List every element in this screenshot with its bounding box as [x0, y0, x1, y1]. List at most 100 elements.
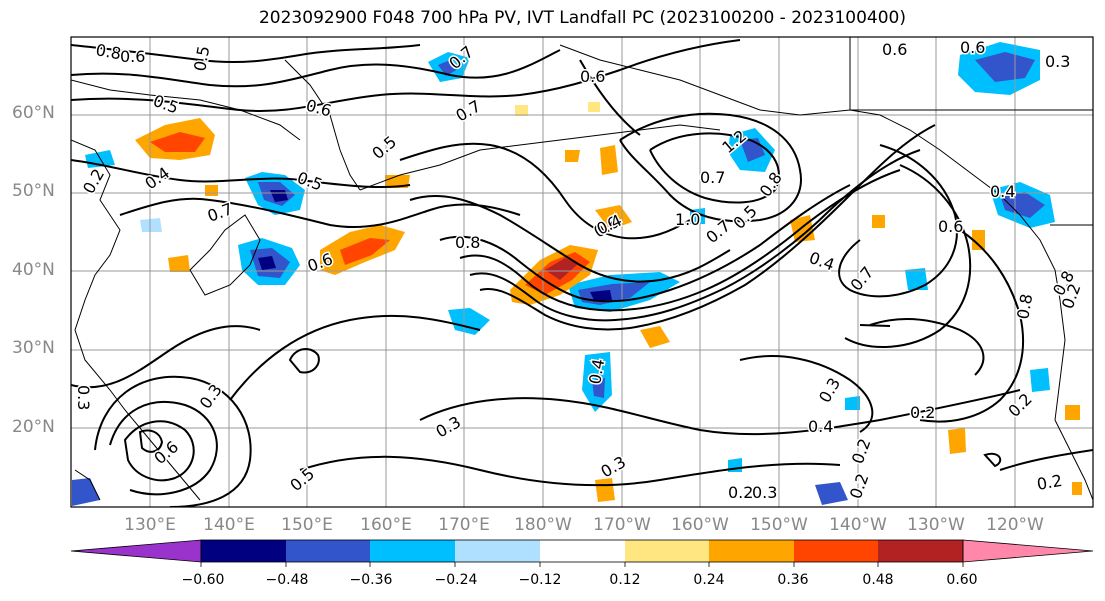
contour-label: 0.6	[882, 40, 907, 59]
contour-label: 0.2	[910, 403, 935, 422]
contour-line	[479, 124, 936, 331]
contour-line	[469, 149, 921, 322]
contour-line	[71, 39, 741, 112]
contour-line	[919, 229, 1024, 423]
contour-label: 0.3	[196, 381, 226, 413]
contour-line	[409, 194, 731, 283]
map-plot-area	[71, 37, 1093, 507]
coastline-aleutians	[359, 124, 721, 191]
positive-anomaly-patch	[205, 185, 218, 196]
contour-line	[71, 325, 261, 389]
colorbar-swatch	[455, 540, 540, 562]
map-frame	[70, 36, 1094, 508]
negative-anomaly-patch	[975, 52, 1035, 82]
colorbar-swatch	[540, 540, 625, 562]
contour-label: 0.6	[960, 38, 985, 57]
lat-label-60n: 60°N	[12, 103, 55, 123]
contour-line	[739, 355, 874, 433]
contour-line	[439, 184, 851, 303]
colorbar-swatch	[70, 539, 202, 563]
contour-label: 0.5	[151, 91, 181, 118]
coastline-philippines	[74, 469, 101, 501]
negative-anomaly-patch	[905, 268, 928, 290]
positive-anomaly-patch	[588, 102, 600, 112]
contour-label: 0.8	[756, 169, 786, 201]
contour-label: 0.5	[729, 201, 760, 232]
positive-anomaly-patch	[150, 132, 205, 152]
contour-label: 0.4	[807, 248, 837, 275]
negative-anomaly-patch	[590, 290, 612, 300]
contour-label: 0.2	[728, 483, 753, 502]
contour-line	[399, 142, 691, 240]
contour-label: 0.8	[1013, 292, 1036, 320]
colorbar-tick-label: 0.60	[946, 572, 978, 588]
contour-line	[983, 452, 1002, 468]
lon-label-130e: 130°E	[124, 515, 176, 535]
contour-line	[299, 455, 841, 487]
positive-anomaly-patch	[972, 230, 985, 250]
colorbar-swatch	[625, 540, 709, 562]
contour-line	[419, 389, 1021, 436]
lon-label-160e: 160°E	[360, 515, 412, 535]
contour-label: 0.7	[453, 96, 485, 125]
lat-label-20n: 20°N	[12, 417, 55, 437]
lat-label-30n: 30°N	[12, 338, 55, 358]
lon-label-170w: 170°W	[593, 515, 651, 535]
positive-anomaly-patch	[595, 205, 632, 230]
negative-anomaly-patch	[815, 482, 848, 505]
coastline-japan	[189, 214, 261, 296]
contour-label: 0.2	[1035, 471, 1063, 494]
negative-anomaly-patch	[1000, 192, 1045, 218]
contour-label: 0.4	[990, 182, 1015, 201]
contour-line	[619, 112, 802, 223]
positive-anomaly-patch	[515, 105, 528, 116]
coastline-asia	[71, 139, 201, 501]
contour-line	[869, 317, 985, 376]
colorbar-swatch	[370, 540, 455, 562]
contour-label: 0.3	[74, 385, 93, 410]
contour-label: 0.5	[368, 132, 400, 163]
colorbar	[70, 539, 1094, 567]
contour-line	[859, 324, 891, 327]
positive-anomaly-patch	[545, 258, 578, 280]
negative-anomaly-patch	[592, 378, 605, 398]
contour-line	[649, 132, 780, 204]
contour-line	[229, 314, 481, 401]
contour-line	[71, 44, 421, 64]
lon-label-170e: 170°E	[438, 515, 490, 535]
contour-line	[71, 49, 561, 88]
contour-label: 0.5	[190, 44, 213, 72]
colorbar-tick-label: −0.12	[518, 572, 562, 588]
contour-label: 0.8	[455, 233, 480, 252]
positive-anomaly-patch	[565, 150, 580, 162]
contour-label: 0.2	[1004, 389, 1035, 420]
lon-label-160w: 160°W	[671, 515, 729, 535]
contour-line	[999, 449, 1093, 471]
colorbar-tick-label: 0.24	[693, 572, 725, 588]
contour-label: 0.3	[752, 483, 777, 502]
negative-anomaly-patch	[448, 308, 490, 335]
contour-label: 0.4	[141, 163, 173, 193]
contour-label: 0.2	[846, 471, 873, 501]
negative-anomaly-patch	[438, 60, 460, 76]
contour-label: 1.0	[675, 210, 700, 229]
lon-label-140w: 140°W	[829, 515, 887, 535]
colorbar-frame	[200, 539, 964, 563]
coastline-alaska	[559, 44, 1066, 421]
pv-anomaly-shading	[72, 42, 1082, 506]
contour-label: 0.8	[94, 40, 122, 63]
negative-anomaly-patch	[140, 218, 162, 232]
contour-label: 0.2	[79, 165, 108, 197]
contour-label: 0.6	[150, 437, 182, 468]
contour-lines	[71, 39, 1093, 507]
negative-anomaly-patch	[1030, 368, 1050, 392]
colorbar-swatch	[794, 540, 878, 562]
contour-label: 0.4	[585, 357, 608, 385]
lon-label-130w: 130°W	[907, 515, 965, 535]
contour-line	[119, 197, 521, 229]
colorbar-swatch	[709, 540, 794, 562]
contour-line	[109, 400, 218, 496]
coastline-na-west	[1054, 419, 1093, 501]
lat-label-40n: 40°N	[12, 260, 55, 280]
